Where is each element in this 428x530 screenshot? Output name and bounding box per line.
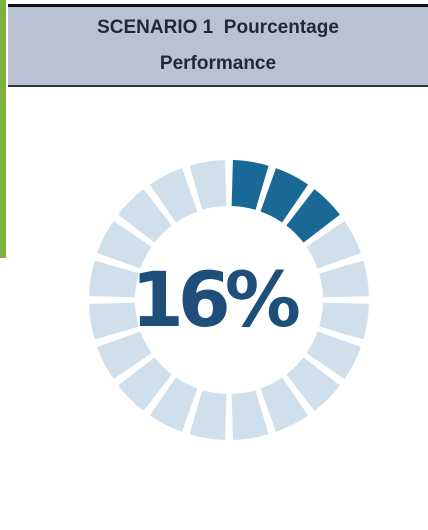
gauge-segment-track (231, 390, 269, 440)
header: SCENARIO 1 Pourcentage Performance (8, 4, 428, 87)
gauge-segment-track (189, 160, 227, 210)
gauge-segment-track (319, 302, 369, 340)
gauge-segment-track (306, 331, 361, 380)
gauge-segment-track (149, 168, 198, 223)
gauge-segment-track (286, 357, 340, 411)
gauge-segment-track (89, 302, 139, 340)
chart-title: SCENARIO 1 Pourcentage Performance (97, 17, 345, 74)
gauge-segment-track (118, 189, 172, 243)
gauge-segment-track (319, 260, 369, 298)
gauge-segment-track (97, 331, 152, 380)
gauge-segment-track (306, 220, 361, 269)
gauge-segment-track (89, 260, 139, 298)
gauge-segment-track (189, 390, 227, 440)
gauge-segment-track (118, 357, 172, 411)
gauge-segment-filled (260, 168, 309, 223)
value-label: 16% (131, 255, 299, 344)
gauge-segment-track (97, 220, 152, 269)
sheet-border (0, 0, 6, 258)
gauge-segment-filled (286, 189, 340, 243)
gauge-segment-track (149, 377, 198, 432)
gauge-segment-track (260, 377, 309, 432)
gauge-segment-filled (231, 160, 269, 210)
